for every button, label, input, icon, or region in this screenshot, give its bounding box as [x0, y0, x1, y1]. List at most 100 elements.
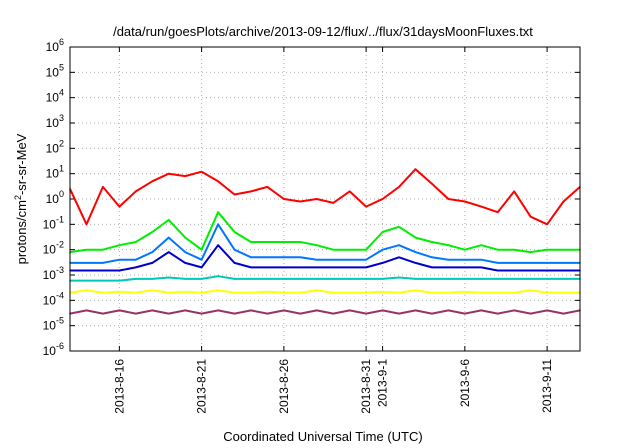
series-2-point — [496, 262, 499, 264]
series-3-point — [85, 269, 88, 272]
series-3-point — [167, 251, 170, 253]
series-1-point — [447, 244, 450, 247]
series-5-point — [315, 289, 318, 292]
series-4-point — [151, 278, 154, 280]
series-3-point — [283, 266, 285, 269]
y-tick-label: 104 — [46, 88, 64, 105]
series-6-point — [151, 309, 154, 312]
series-4-point — [135, 278, 137, 280]
series-1-point — [102, 248, 104, 251]
y-tick-base: 10 — [43, 217, 57, 231]
series-5-point — [529, 289, 532, 292]
series-0-point — [200, 170, 203, 173]
series-5-point — [496, 291, 499, 294]
series-4-point — [562, 278, 565, 280]
x-tick-label: 2013-9-6 — [458, 359, 472, 407]
series-3-point — [266, 266, 269, 269]
series-5-point — [266, 290, 269, 293]
series-4-point — [233, 278, 236, 280]
series-4-point — [167, 276, 170, 279]
series-2-point — [315, 258, 318, 261]
series-4-point — [365, 278, 367, 280]
series-5-point — [414, 289, 417, 292]
series-2-point — [480, 258, 483, 261]
series-line-1 — [69, 211, 580, 254]
series-0-point — [151, 180, 154, 183]
y-tick-base: 10 — [46, 167, 60, 181]
y-tick-base: 10 — [46, 141, 60, 155]
series-4-point — [496, 278, 499, 280]
series-line-6 — [69, 309, 581, 315]
series-4-point — [85, 279, 88, 282]
y-tick-exponent: 4 — [59, 88, 64, 98]
series-0-point — [283, 198, 285, 200]
series-2-point — [398, 244, 400, 247]
series-5-point — [200, 291, 203, 294]
series-6-point — [200, 312, 203, 315]
y-tick-label: 10-2 — [43, 240, 64, 257]
series-6-point — [118, 309, 121, 312]
y-tick-label: 10-1 — [43, 214, 64, 231]
series-4-point — [447, 278, 450, 280]
y-axis-label-part1: protons/cm — [14, 200, 29, 264]
series-1-point — [414, 236, 417, 239]
series-3-point — [135, 266, 137, 269]
y-tick-base: 10 — [46, 91, 60, 105]
y-tick-base: 10 — [43, 243, 57, 257]
grid — [70, 46, 580, 352]
x-tick-labels: 2013-8-16 2013-8-21 2013-8-26 2013-8-31 2013… — [112, 359, 554, 414]
series-5-point — [167, 291, 170, 294]
series-4-point — [513, 278, 515, 280]
series-0-point — [348, 190, 351, 193]
series-2-point — [546, 262, 548, 264]
x-tick-label: 2013-9-1 — [376, 359, 390, 407]
y-tick-exponent: -3 — [56, 265, 64, 275]
series-4-point — [398, 276, 400, 279]
series-4-point — [184, 278, 186, 280]
series-2-point — [151, 251, 154, 253]
series-1-point — [184, 236, 186, 239]
y-tick-label: 10-3 — [43, 265, 64, 282]
series-5-point — [348, 291, 351, 294]
series-1-point — [299, 241, 302, 243]
series-6-point — [447, 309, 450, 312]
series-6-point — [233, 312, 236, 315]
series-4-point — [250, 278, 252, 280]
series-0-point — [480, 205, 483, 208]
series-3-point — [151, 262, 154, 264]
plot-frame — [69, 46, 581, 352]
series-4-point — [348, 278, 351, 280]
series-3-point — [102, 269, 104, 272]
series-5-point — [118, 290, 121, 293]
series-1-point — [365, 248, 367, 251]
series-6-point — [250, 309, 252, 312]
series-3-point — [217, 244, 219, 247]
series-6-point — [562, 312, 565, 315]
series-6-point — [135, 312, 137, 315]
series-6-point — [529, 312, 532, 315]
series-6-point — [496, 312, 499, 315]
series-2-point — [529, 262, 532, 264]
series-0-point — [496, 211, 499, 214]
series-5-point — [217, 289, 219, 292]
series-2-point — [266, 256, 269, 259]
series-4-point — [299, 278, 302, 280]
series-3-point — [414, 262, 417, 264]
series-6-point — [102, 312, 104, 315]
series-0-point — [167, 172, 170, 175]
series-line-2 — [70, 223, 580, 264]
y-tick-exponent: -1 — [56, 214, 64, 224]
y-tick-label: 103 — [46, 113, 64, 130]
series-3-point — [562, 269, 565, 272]
series-0-point — [135, 190, 137, 193]
series-3-point — [529, 269, 532, 272]
series-6-point — [299, 312, 302, 315]
series-1-point — [85, 248, 88, 251]
series-3-point — [200, 266, 203, 269]
series-3-point — [184, 262, 186, 264]
series-line-0 — [69, 168, 581, 226]
chart-title: /data/run/goesPlots/archive/2013-09-12/f… — [113, 24, 533, 39]
y-axis-label: protons/cm2-sr-sr-MeV — [13, 133, 29, 264]
series-6-point — [217, 309, 219, 312]
